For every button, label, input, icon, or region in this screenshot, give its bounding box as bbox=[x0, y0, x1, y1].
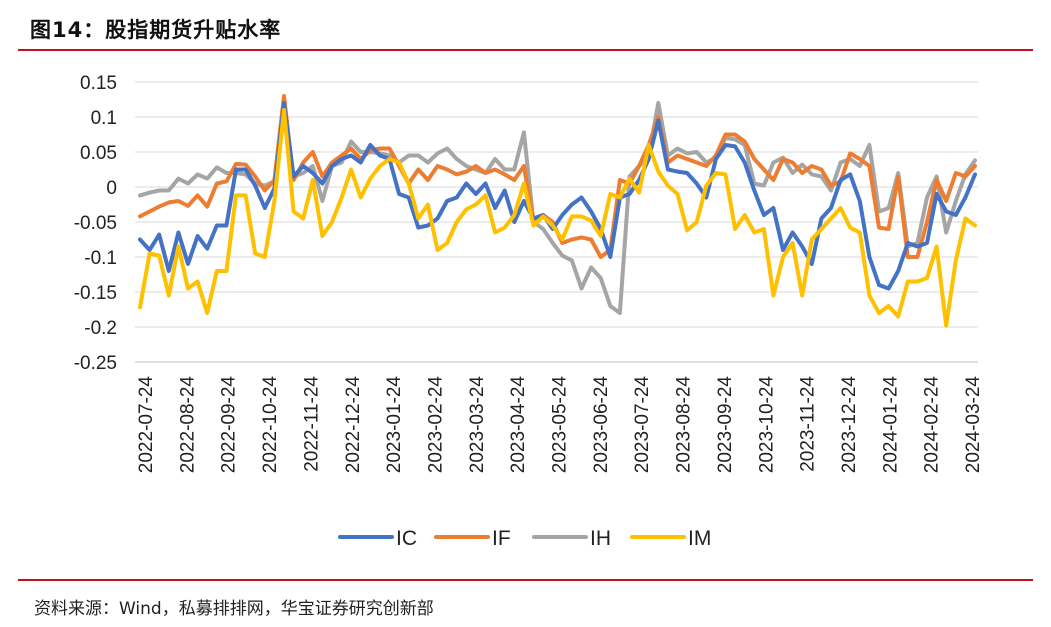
y-tick-label: 0.05 bbox=[80, 143, 117, 164]
x-tick-label: 2023-06-24 bbox=[591, 376, 612, 474]
legend-label-im: IM bbox=[688, 527, 711, 550]
y-tick-label: 0.1 bbox=[91, 108, 117, 129]
x-tick-label: 2023-03-24 bbox=[467, 376, 488, 474]
x-tick-label: 2022-10-24 bbox=[260, 376, 281, 474]
y-tick-label: -0.25 bbox=[74, 353, 117, 374]
x-tick-label: 2023-05-24 bbox=[550, 376, 571, 474]
y-tick-label: -0.1 bbox=[84, 248, 117, 269]
x-tick-label: 2023-02-24 bbox=[425, 376, 446, 474]
x-tick-label: 2024-03-24 bbox=[963, 376, 984, 474]
x-tick-label: 2022-11-24 bbox=[301, 376, 322, 472]
top-divider bbox=[18, 49, 1033, 51]
x-tick-label: 2024-01-24 bbox=[880, 376, 901, 474]
legend-label-if: IF bbox=[492, 527, 511, 550]
y-tick-label: 0 bbox=[106, 178, 117, 199]
x-tick-label: 2023-08-24 bbox=[674, 376, 695, 474]
x-tick-label: 2023-01-24 bbox=[384, 376, 405, 474]
source-note: 资料来源：Wind，私募排排网，华宝证券研究创新部 bbox=[34, 599, 434, 619]
x-axis-ticks: 2022-07-24 2022-08-24 2022-09-24 2022-10-24… bbox=[136, 376, 984, 474]
bottom-divider bbox=[18, 579, 1033, 581]
series-lines bbox=[138, 94, 977, 328]
x-tick-label: 2022-08-24 bbox=[177, 376, 198, 474]
x-tick-label: 2023-11-24 bbox=[798, 376, 819, 472]
grid-lines bbox=[135, 81, 978, 363]
series-line-im bbox=[138, 108, 977, 328]
y-tick-label: -0.05 bbox=[74, 213, 117, 234]
x-tick-label: 2023-04-24 bbox=[508, 376, 529, 474]
series-line-ic bbox=[138, 101, 977, 291]
x-tick-label: 2023-10-24 bbox=[756, 376, 777, 474]
y-axis-ticks: 0.15 0.1 0.05 0 -0.05 -0.1 -0.15 -0.2 -0.25 bbox=[74, 73, 117, 374]
x-tick-label: 2022-09-24 bbox=[219, 376, 240, 474]
x-tick-label: 2023-12-24 bbox=[839, 376, 860, 474]
legend: IC IF IH IM bbox=[338, 527, 711, 550]
y-tick-label: 0.15 bbox=[80, 73, 117, 94]
x-tick-label: 2023-07-24 bbox=[632, 376, 653, 474]
chart-title: 图14：股指期货升贴水率 bbox=[30, 18, 282, 42]
legend-label-ic: IC bbox=[396, 527, 417, 550]
x-tick-label: 2023-09-24 bbox=[715, 376, 736, 474]
y-tick-label: -0.2 bbox=[84, 318, 117, 339]
x-tick-label: 2022-07-24 bbox=[136, 376, 157, 474]
x-tick-label: 2022-12-24 bbox=[343, 376, 364, 474]
x-tick-label: 2024-02-24 bbox=[922, 376, 943, 474]
y-tick-label: -0.15 bbox=[74, 283, 117, 304]
legend-label-ih: IH bbox=[590, 527, 611, 550]
